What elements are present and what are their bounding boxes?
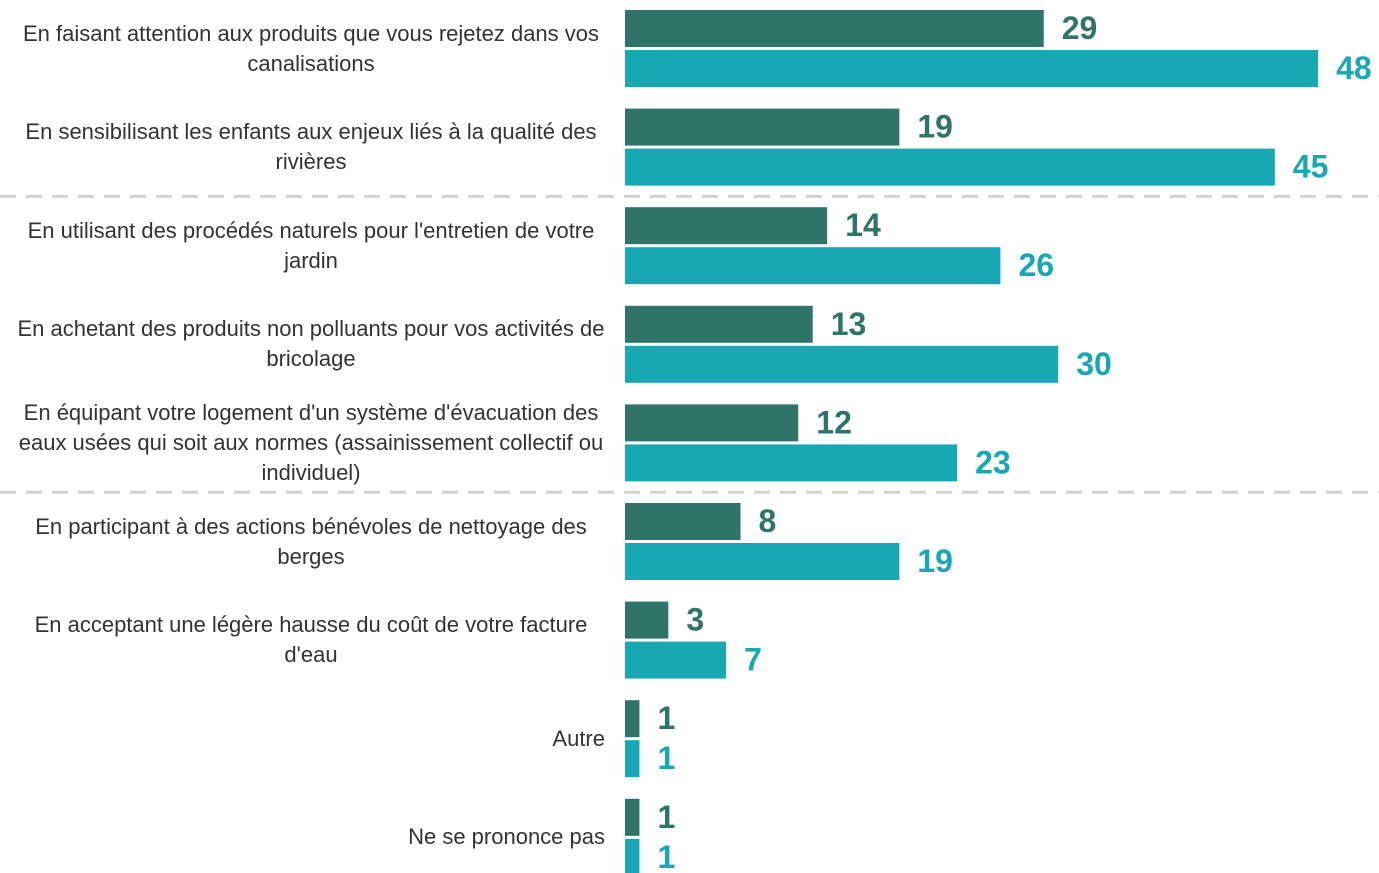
value-label: 8 [759,503,777,539]
bar [625,838,640,873]
bar [625,404,799,442]
bar [625,740,640,778]
value-label: 30 [1076,346,1112,382]
value-label: 23 [975,444,1011,480]
bar [625,503,741,540]
value-label: 29 [1062,10,1098,46]
category-label: En sensibilisant les enfants aux enjeux … [0,99,605,196]
category-label: Autre [0,690,605,787]
value-label: 26 [1018,247,1054,283]
category-label: En utilisant des procédés naturels pour … [0,197,605,294]
bar [625,798,640,836]
category-text: En acceptant une légère hausse du coût d… [34,612,588,668]
bar [625,247,1001,285]
category-label: En achetant des produits non polluants p… [0,296,605,393]
category-label: En participant à des actions bénévoles d… [0,493,605,590]
value-label: 13 [831,306,867,342]
value-label: 14 [845,207,881,243]
category-text: En faisant attention aux produits que vo… [22,20,600,76]
value-label: 48 [1336,50,1372,86]
value-label: 1 [657,839,675,873]
category-label: Ne se prononce pas [0,789,605,873]
bar [625,207,828,245]
value-label: 1 [657,740,675,776]
value-label: 1 [657,799,675,835]
category-label: En équipant votre logement d'un système … [0,394,605,491]
bar [625,543,900,580]
category-text: En utilisant des procédés naturels pour … [27,217,595,273]
value-label: 1 [657,700,675,736]
category-text: Autre [552,725,605,751]
value-label: 19 [917,543,953,579]
value-label: 12 [816,404,852,440]
category-text: En sensibilisant les enfants aux enjeux … [25,119,597,175]
bar [625,444,958,482]
value-label: 3 [686,602,704,638]
bar [625,345,1059,383]
bar [625,305,813,343]
bar [625,50,1319,87]
value-label: 19 [917,109,953,145]
category-text: En achetant des produits non polluants p… [17,316,605,372]
value-label: 7 [744,642,762,678]
bar [625,641,727,679]
category-label: En faisant attention aux produits que vo… [0,0,605,97]
bar [625,10,1044,47]
bar [625,700,640,738]
value-label: 45 [1293,149,1329,185]
category-text: En participant à des actions bénévoles d… [35,513,587,569]
bar [625,601,669,639]
category-label: En acceptant une légère hausse du coût d… [0,592,605,689]
bar [625,148,1275,186]
category-text: Ne se prononce pas [408,824,605,850]
bar [625,108,900,146]
category-text: En équipant votre logement d'un système … [18,399,604,485]
